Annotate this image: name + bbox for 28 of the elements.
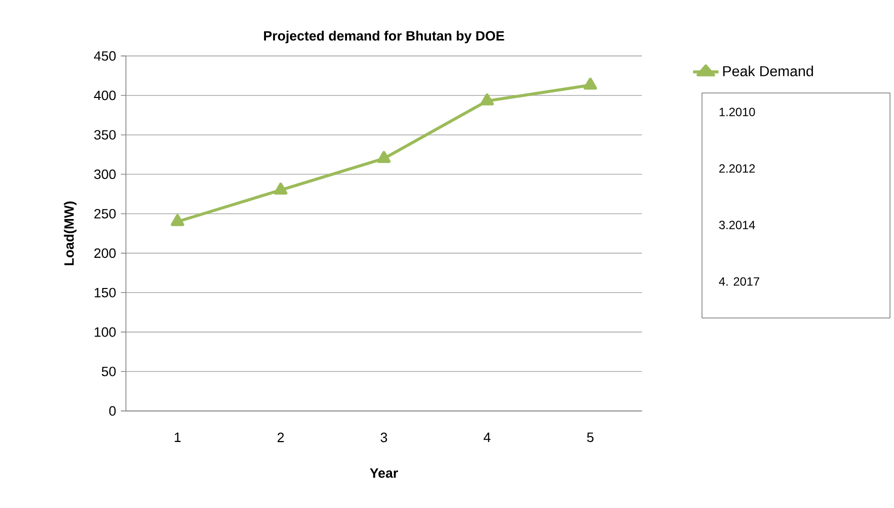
y-tick-label: 150 <box>94 288 116 298</box>
y-tick-label: 450 <box>94 51 116 61</box>
x-tick-label: 4 <box>484 432 490 442</box>
point <box>274 182 288 195</box>
text: 4. 2017 <box>718 277 760 286</box>
point <box>480 93 494 106</box>
x-tick-label: 1 <box>174 432 181 442</box>
y-tick-label: 250 <box>94 208 116 219</box>
text: 3.2014 <box>719 220 756 230</box>
x-axis-title: Year <box>370 468 398 478</box>
x-tick-label: 2 <box>278 432 284 442</box>
y-tick-label: 350 <box>94 130 116 140</box>
y-tick-label: 50 <box>102 366 116 376</box>
text: 1.2010 <box>720 108 755 116</box>
x-tick-label: 5 <box>587 432 594 442</box>
y-tick-label: 200 <box>94 248 116 258</box>
chart-title: Projected demand for Bhutan by DOE <box>264 30 504 44</box>
point <box>170 214 184 226</box>
legend-label: Peak Demand <box>723 66 813 76</box>
y-tick-label: 0 <box>109 406 116 416</box>
point <box>584 78 598 90</box>
y-tick-label: 300 <box>94 170 116 180</box>
point <box>377 151 391 164</box>
y-tick-label: 400 <box>94 90 116 100</box>
y-tick-label: 100 <box>94 327 116 337</box>
y-axis-title: Load(MW) <box>64 202 76 266</box>
text: 2.2012 <box>719 164 755 173</box>
x-tick-label: 3 <box>380 432 388 442</box>
